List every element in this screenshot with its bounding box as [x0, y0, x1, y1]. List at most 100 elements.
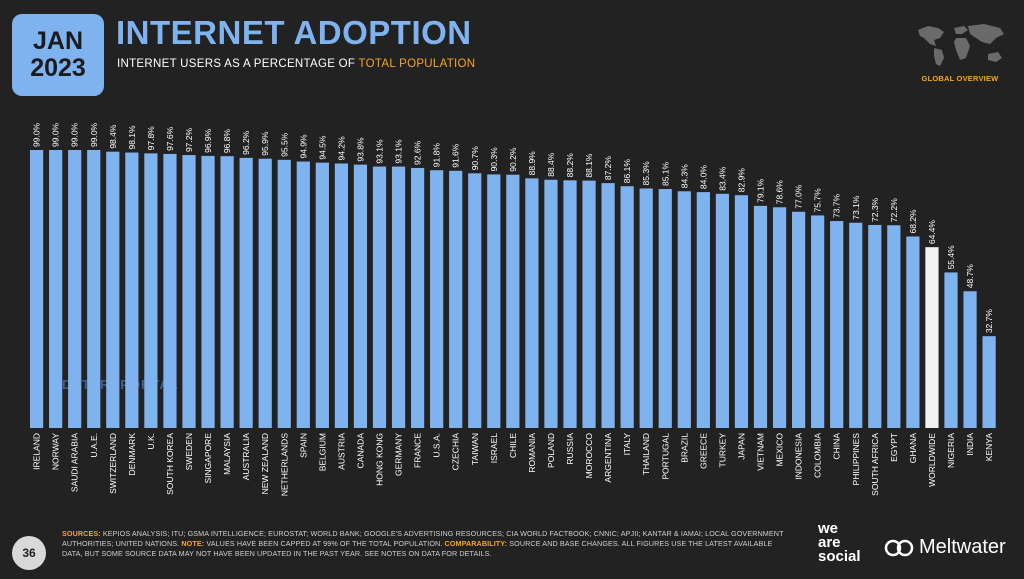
category-label: SPAIN	[298, 433, 308, 458]
bar-value-label: 91.6%	[451, 143, 461, 168]
note-text: VALUES HAVE BEEN CAPPED AT 99% OF THE TO…	[204, 539, 445, 548]
bar-value-label: 94.9%	[298, 134, 308, 159]
category-label: SOUTH KOREA	[165, 433, 175, 495]
bar-brazil	[677, 191, 691, 428]
category-label: AUSTRIA	[336, 433, 346, 470]
category-label: TURKEY	[717, 433, 727, 468]
category-label: SOUTH AFRICA	[870, 433, 880, 496]
category-label: BRAZIL	[679, 433, 689, 463]
bar-switzerland	[106, 151, 120, 428]
bar-indonesia	[792, 211, 806, 428]
category-label: CHILE	[508, 433, 518, 458]
bar-value-label: 90.3%	[489, 147, 499, 172]
bar-value-label: 99.0%	[70, 122, 80, 147]
bar-u-a-e	[87, 150, 101, 428]
category-label: TAIWAN	[470, 433, 480, 465]
bar-value-label: 90.7%	[470, 146, 480, 171]
bar-value-label: 96.9%	[203, 128, 213, 153]
bar-value-label: 72.3%	[870, 197, 880, 222]
sources-note: SOURCES: KEPIOS ANALYSIS; ITU; GSMA INTE…	[62, 529, 792, 559]
bar-value-label: 97.8%	[146, 126, 156, 151]
meltwater-mark-icon	[884, 539, 914, 556]
bar-value-label: 88.1%	[584, 153, 594, 178]
category-label: MALAYSIA	[222, 433, 232, 475]
bar-value-label: 96.8%	[222, 129, 232, 154]
bar-value-label: 99.0%	[51, 122, 61, 147]
bars-group	[30, 150, 996, 429]
bar-value-label: 86.1%	[622, 159, 632, 184]
bar-value-label: 82.9%	[736, 168, 746, 193]
bar-belgium	[315, 162, 329, 429]
category-label: NEW ZEALAND	[260, 433, 270, 494]
category-label: INDIA	[965, 433, 975, 456]
page-number: 36	[12, 536, 46, 570]
bar-value-label: 97.6%	[165, 126, 175, 151]
category-label: SWEDEN	[184, 433, 194, 470]
category-label: JAPAN	[736, 433, 746, 460]
category-label: NETHERLANDS	[279, 433, 289, 497]
category-label: RUSSIA	[565, 433, 575, 465]
bar-value-label: 88.4%	[546, 152, 556, 177]
bar-hong-kong	[372, 166, 387, 428]
we-are-social-logo: we are social	[818, 521, 861, 564]
bar-south-africa	[868, 224, 882, 428]
bar-nigeria	[944, 272, 958, 428]
bar-value-label: 72.2%	[889, 198, 899, 223]
category-label: AUSTRALIA	[241, 433, 251, 481]
bar-value-label: 97.2%	[184, 128, 194, 153]
bar-taiwan	[468, 173, 482, 428]
logo-are: are	[818, 534, 841, 551]
bar-value-label: 85.1%	[660, 161, 670, 186]
page-title: INTERNET ADOPTION	[116, 14, 472, 51]
bar-colombia	[811, 215, 825, 428]
bar-value-label: 55.4%	[946, 245, 956, 270]
bar-japan	[734, 195, 749, 428]
category-label: NORWAY	[51, 433, 61, 470]
bar-poland	[544, 179, 558, 428]
bar-labels-group: 99.0% 99.0% 99.0% 99.0% 98.4% 98.1% 97.8% 97.6%…	[32, 122, 994, 333]
meltwater-logo: Meltwater	[884, 536, 1006, 559]
bar-morocco	[582, 180, 596, 428]
category-label: POLAND	[546, 433, 556, 468]
bar-value-label: 85.3%	[641, 161, 651, 186]
category-label: MEXICO	[775, 433, 785, 467]
bar-value-label: 98.1%	[127, 125, 137, 150]
category-label: U.K.	[146, 433, 156, 450]
category-labels-group: IRELAND NORWAY SAUDI ARABIA U.A.E. SWITZERLA…	[32, 433, 994, 497]
category-label: HONG KONG	[375, 433, 385, 486]
bar-value-label: 99.0%	[89, 122, 99, 147]
bar-ghana	[906, 236, 920, 428]
bar-mexico	[772, 207, 787, 428]
bar-u-k	[144, 153, 158, 428]
bar-france	[411, 167, 425, 428]
badge-month: JAN	[32, 27, 83, 55]
category-label: SINGAPORE	[203, 433, 213, 484]
category-label: ITALY	[622, 433, 632, 456]
bar-value-label: 48.7%	[965, 264, 975, 289]
bar-sweden	[182, 155, 196, 428]
bar-philippines	[849, 222, 863, 428]
subtitle-highlight: TOTAL POPULATION	[358, 58, 476, 70]
bar-value-label: 77.0%	[794, 184, 804, 209]
category-label: GHANA	[908, 433, 918, 464]
bar-india	[963, 291, 977, 428]
bar-value-label: 91.8%	[432, 143, 442, 168]
bar-argentina	[601, 183, 615, 428]
bar-saudi-arabia	[68, 150, 82, 428]
category-label: CANADA	[355, 433, 365, 469]
category-label: INDONESIA	[794, 433, 804, 480]
bar-spain	[296, 161, 310, 429]
bar-value-label: 98.4%	[108, 124, 118, 149]
bar-chile	[506, 174, 520, 428]
category-label: VIETNAM	[756, 433, 766, 471]
subtitle-main: INTERNET USERS AS A PERCENTAGE OF	[117, 58, 359, 70]
bar-turkey	[715, 193, 729, 428]
bar-value-label: 73.1%	[851, 195, 861, 220]
category-label: PORTUGAL	[660, 433, 670, 480]
category-label: SAUDI ARABIA	[70, 433, 80, 492]
bar-worldwide	[925, 247, 939, 428]
bar-value-label: 79.1%	[756, 178, 766, 203]
bar-czechia	[449, 170, 463, 429]
category-label: BELGIUM	[317, 433, 327, 471]
